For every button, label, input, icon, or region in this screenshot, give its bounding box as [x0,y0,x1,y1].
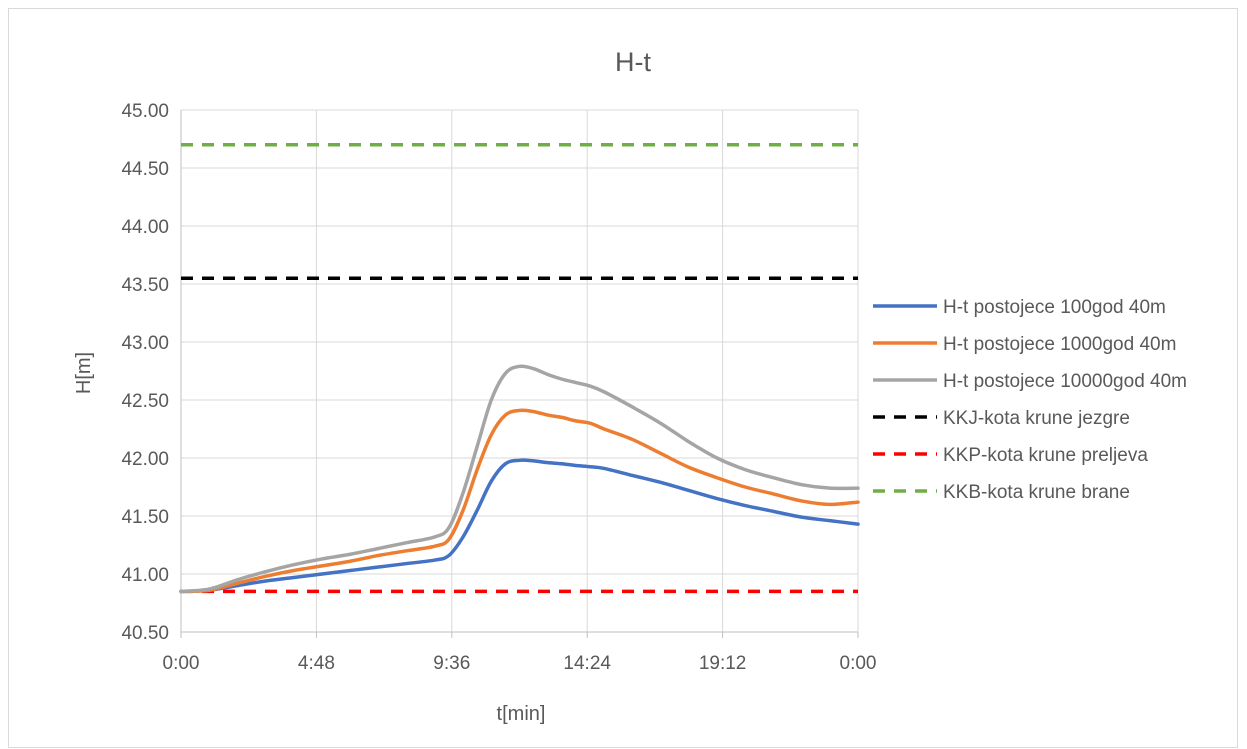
x-tick-label: 19:12 [699,653,747,674]
y-tick-label: 41.50 [121,507,169,528]
y-tick-label: 43.50 [121,275,169,296]
y-tick-label: 45.00 [121,101,169,122]
legend-item-kkp-kota-krune-preljeva: KKP-kota krune preljeva [873,445,1148,466]
x-axis-label: t[min] [497,703,546,725]
y-tick-label: 44.50 [121,159,169,180]
legend-label: KKJ-kota krune jezgre [943,408,1130,429]
legend: H-t postojece 100god 40m H-t postojece 10… [873,297,1187,503]
legend-item-h-t-postojece-100god-40m: H-t postojece 100god 40m [873,297,1166,318]
series-line-h-t-postojece-100god-40m [179,458,860,594]
chart-title: H-t [615,47,651,77]
legend-label: KKB-kota krune brane [943,482,1130,503]
y-tick-label: 40.50 [121,623,169,644]
x-tick-label: 4:48 [298,653,335,674]
legend-item-kkj-kota-krune-jezgre: KKJ-kota krune jezgre [873,408,1130,429]
y-tick-label: 41.00 [121,565,169,586]
series-line-h-t-postojece-1000god-40m [179,408,860,594]
series-layer [179,143,860,594]
legend-item-kkb-kota-krune-brane: KKB-kota krune brane [873,482,1130,503]
legend-item-h-t-postojece-1000god-40m: H-t postojece 1000god 40m [873,334,1176,355]
series-line-h-t-postojece-10000god-40m [179,364,860,594]
y-tick-label: 43.00 [121,333,169,354]
y-tick-label: 42.50 [121,391,169,412]
legend-item-h-t-postojece-10000god-40m: H-t postojece 10000god 40m [873,371,1187,392]
y-axis-label: H[m] [73,352,95,394]
chart-frame [8,8,1238,748]
x-tick-label: 14:24 [563,653,611,674]
x-tick-label: 9:36 [433,653,470,674]
legend-label: H-t postojece 10000god 40m [943,371,1187,392]
x-tick-label: 0:00 [840,653,877,674]
y-tick-label: 44.00 [121,217,169,238]
grid-layer [181,109,859,632]
legend-label: KKP-kota krune preljeva [943,445,1148,466]
y-tick-label: 42.00 [121,449,169,470]
legend-label: H-t postojece 1000god 40m [943,334,1176,355]
axis-layer: 40.50 41.00 41.50 42.00 42.50 43.00 43.50 44.00… [121,101,876,674]
x-tick-label: 0:00 [163,653,200,674]
legend-label: H-t postojece 100god 40m [943,297,1166,318]
